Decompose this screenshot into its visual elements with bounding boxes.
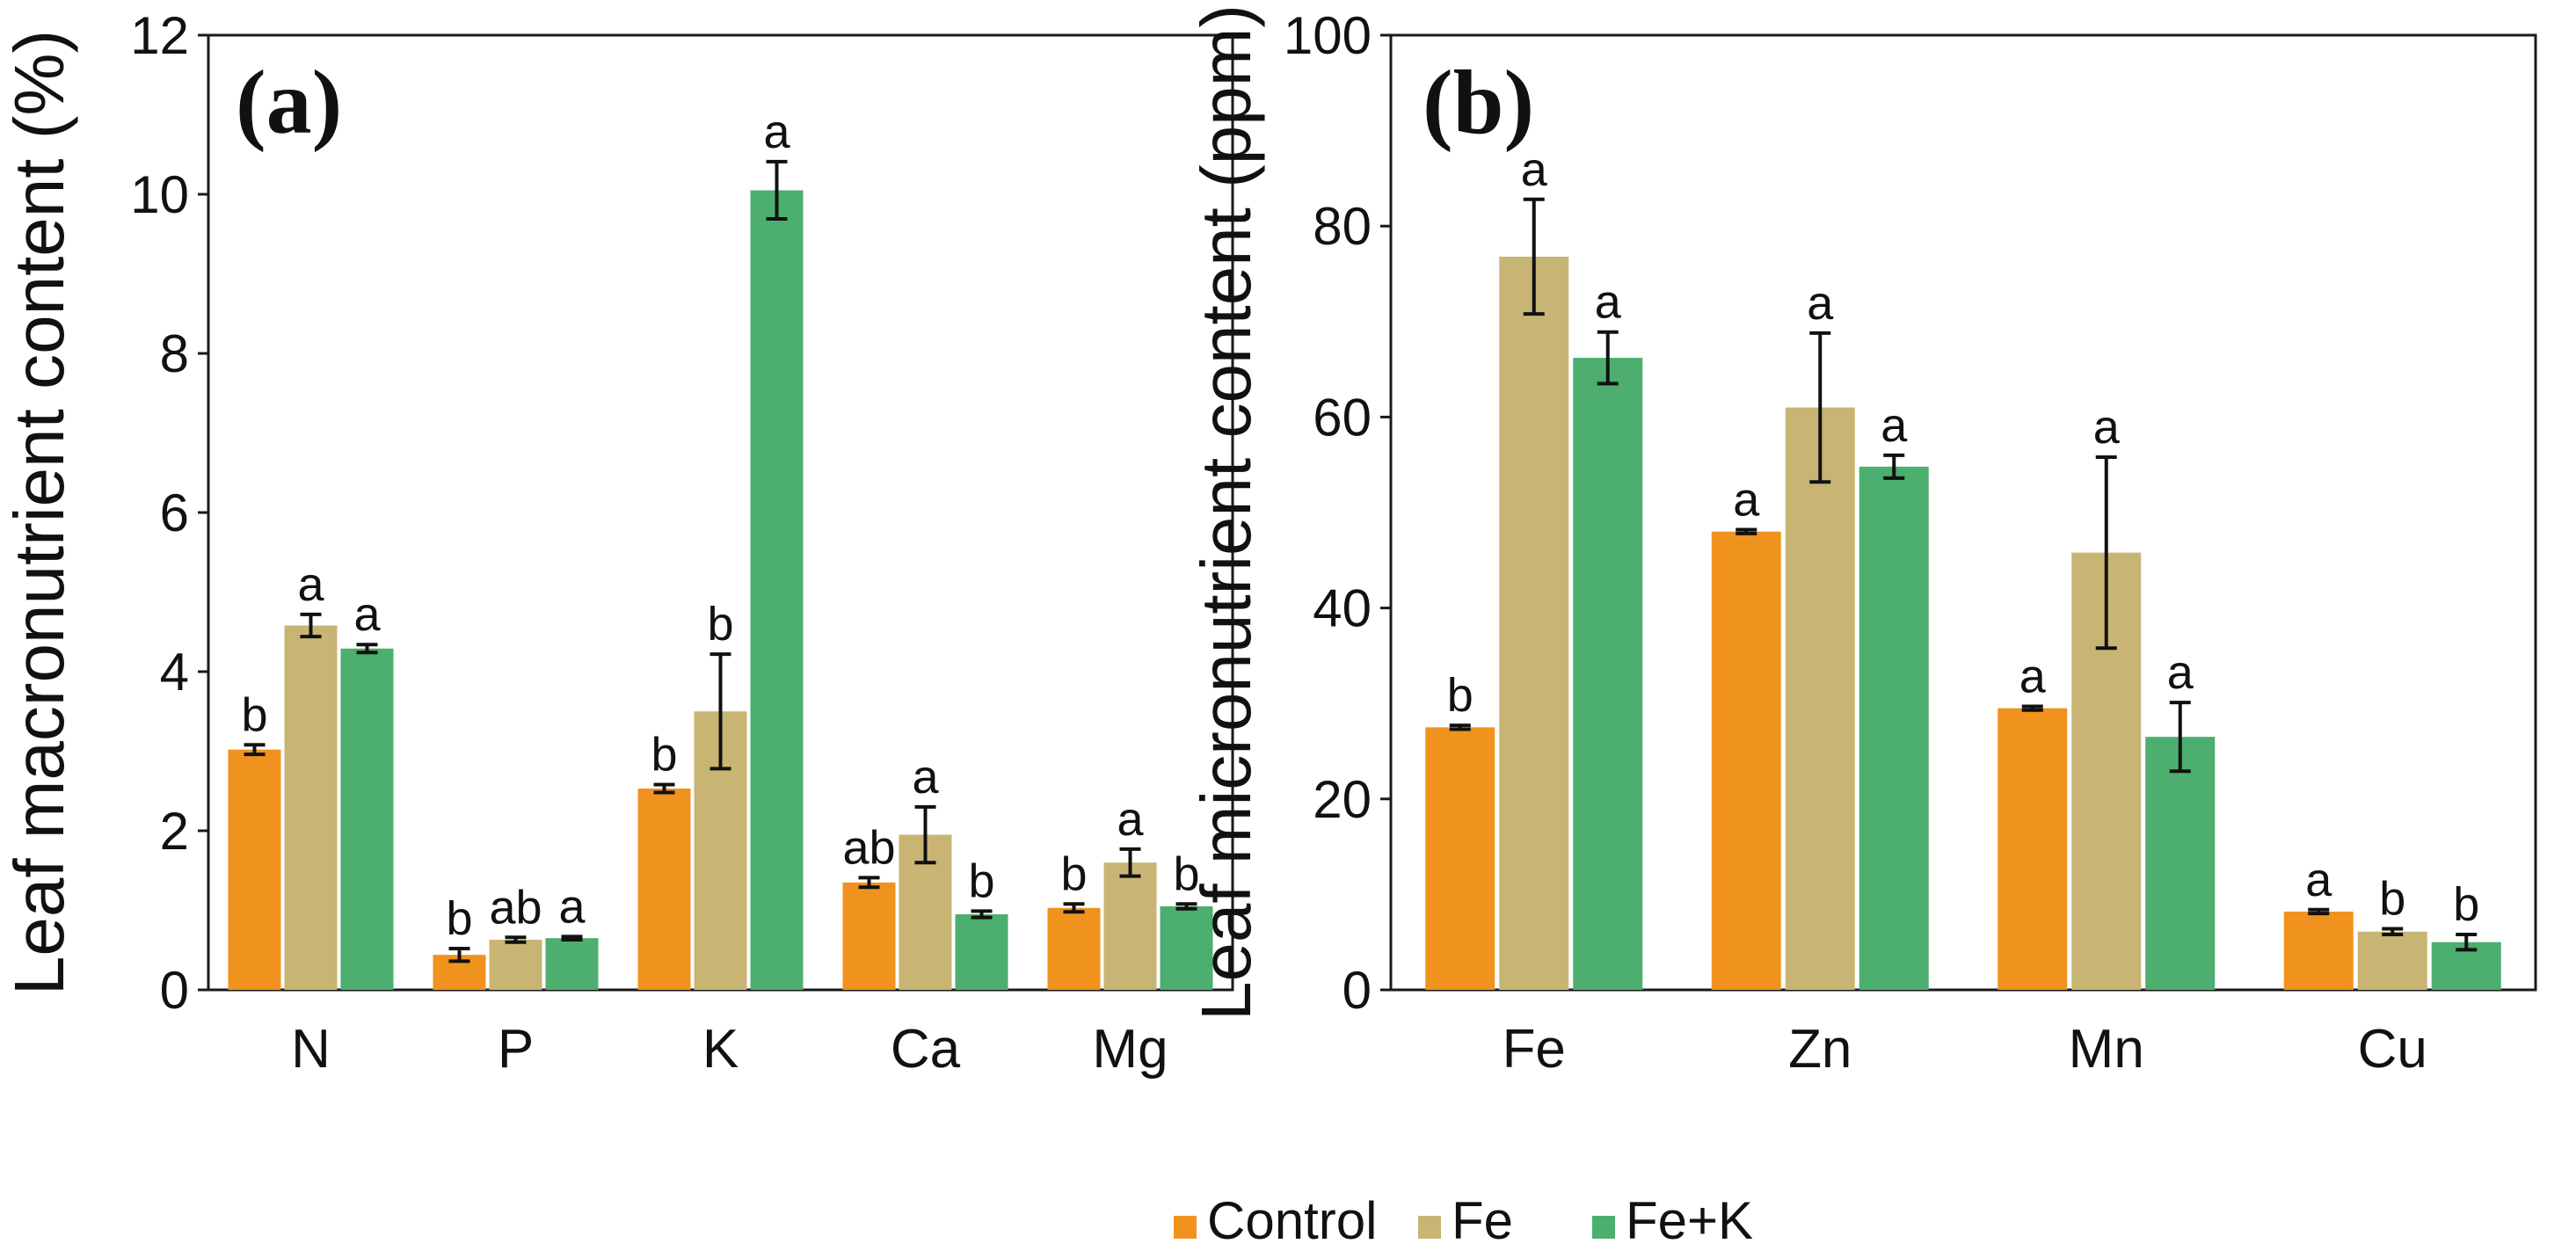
panel-b-y-tick-label: 20 bbox=[1313, 770, 1372, 829]
significance-letter: b bbox=[241, 688, 267, 741]
panel-b-bar-cu-control bbox=[2283, 911, 2354, 990]
panel-b-y-tick-label: 100 bbox=[1284, 6, 1372, 65]
significance-letter: b bbox=[2453, 878, 2479, 931]
panel-a-bar-ca-control bbox=[842, 882, 896, 990]
significance-letter: a bbox=[1117, 793, 1144, 846]
significance-letter: b bbox=[1447, 669, 1474, 722]
significance-letter: b bbox=[1060, 847, 1087, 900]
panel-a-y-tick-label: 0 bbox=[160, 961, 189, 1020]
significance-letter: a bbox=[353, 588, 381, 641]
panel-a-y-tick-label: 2 bbox=[160, 802, 189, 861]
legend: Control Fe Fe+K bbox=[1174, 1191, 1753, 1250]
panel-b-bar-fe-fe bbox=[1499, 256, 1569, 990]
panel-a-x-ticks: N P K Ca Mg bbox=[291, 1019, 1168, 1080]
legend-swatch-control bbox=[1174, 1216, 1197, 1239]
significance-letter: a bbox=[2167, 646, 2194, 699]
panel-a-y-tick-label: 10 bbox=[130, 165, 189, 224]
panel-b-label: (b) bbox=[1423, 52, 1534, 153]
panel-a-bar-mg-control bbox=[1047, 907, 1101, 990]
panel-a-y-tick-label: 6 bbox=[160, 484, 189, 542]
significance-letter: b bbox=[707, 598, 733, 651]
panel-b-bar-mn-fe-plus-k bbox=[2145, 737, 2216, 990]
significance-letter: a bbox=[2019, 650, 2047, 702]
panel-b-bar-fe-fe-plus-k bbox=[1573, 358, 1643, 990]
panel-a-bar-k-fe-plus-k bbox=[750, 190, 804, 991]
legend-swatch-fe bbox=[1418, 1216, 1441, 1239]
legend-swatch-fe-plus-k bbox=[1592, 1216, 1615, 1239]
panel-b-y-tick-label: 40 bbox=[1313, 579, 1372, 638]
panel-b-category-label: Fe bbox=[1503, 1019, 1566, 1080]
panel-b-plot-frame bbox=[1389, 33, 2537, 992]
panel-b-category-label: Cu bbox=[2358, 1019, 2427, 1080]
panel-b-y-axis-label: Leaf micronutrient content (ppm) bbox=[1187, 4, 1265, 1021]
panel-a-bar-p-fe bbox=[489, 939, 542, 990]
panel-b-bar-zn-fe-plus-k bbox=[1859, 466, 1929, 990]
significance-letter: b bbox=[2379, 872, 2405, 925]
panel-a-bar-n-control bbox=[228, 749, 281, 990]
significance-letter: ab bbox=[842, 821, 895, 874]
panel-b-bar-zn-control bbox=[1711, 531, 1781, 990]
significance-letter: a bbox=[763, 105, 790, 158]
panel-a-y-ticks: 0 2 4 6 8 10 12 bbox=[130, 6, 208, 1020]
panel-a-macronutrients: (a) Leaf macronutrient content (%) 0 2 4 6 8… bbox=[0, 6, 1234, 1080]
legend-label: Fe bbox=[1452, 1191, 1513, 1250]
panel-a-bar-p-fe-plus-k bbox=[545, 938, 599, 990]
significance-letter: a bbox=[912, 751, 939, 804]
panel-a-y-axis-label: Leaf macronutrient content (%) bbox=[0, 30, 78, 995]
significance-letter: b bbox=[651, 729, 677, 782]
significance-letter: a bbox=[1881, 399, 1908, 452]
significance-letter: a bbox=[2093, 401, 2121, 454]
panel-a-category-label: K bbox=[702, 1019, 739, 1080]
panel-a-bar-mg-fe bbox=[1103, 862, 1157, 990]
panel-b-bar-mn-control bbox=[1997, 708, 2068, 990]
panel-a-category-label: Mg bbox=[1092, 1019, 1168, 1080]
legend-label: Control bbox=[1207, 1191, 1377, 1250]
panel-a-bar-mg-fe-plus-k bbox=[1160, 905, 1213, 990]
panel-a-bar-ca-fe-plus-k bbox=[955, 914, 1008, 990]
panel-b-bar-zn-fe bbox=[1785, 407, 1855, 990]
significance-letter: a bbox=[1807, 277, 1834, 330]
significance-letter: a bbox=[2305, 854, 2332, 906]
significance-letter: b bbox=[1173, 847, 1199, 900]
significance-letter: b bbox=[968, 854, 994, 907]
panel-b-y-tick-label: 0 bbox=[1343, 961, 1372, 1020]
panel-b-y-ticks: 0 20 40 60 80 100 bbox=[1284, 6, 1391, 1020]
significance-letter: a bbox=[558, 880, 586, 933]
significance-letter: a bbox=[1595, 276, 1622, 329]
significance-letter: a bbox=[1521, 143, 1548, 196]
panel-b-micronutrients: (b) Leaf micronutrient content (ppm) 0 20… bbox=[1187, 4, 2537, 1080]
panel-a-category-label: N bbox=[291, 1019, 331, 1080]
panel-a-bar-n-fe-plus-k bbox=[340, 648, 394, 990]
panel-a-bar-n-fe bbox=[284, 625, 338, 990]
panel-a-label: (a) bbox=[236, 52, 342, 153]
panel-b-category-label: Zn bbox=[1788, 1019, 1852, 1080]
panel-a-category-label: P bbox=[498, 1019, 534, 1080]
panel-a-category-label: Ca bbox=[891, 1019, 961, 1080]
panel-a-y-tick-label: 12 bbox=[130, 6, 189, 65]
panel-b-y-tick-label: 80 bbox=[1313, 197, 1372, 256]
panel-b-x-ticks: Fe Zn Mn Cu bbox=[1503, 1019, 2427, 1080]
panel-a-y-tick-label: 8 bbox=[160, 324, 189, 383]
significance-letter: a bbox=[297, 558, 324, 611]
panel-a-y-tick-label: 4 bbox=[160, 643, 189, 702]
significance-letter: ab bbox=[489, 881, 542, 934]
legend-label: Fe+K bbox=[1626, 1191, 1753, 1250]
panel-b-category-label: Mn bbox=[2069, 1019, 2144, 1080]
panel-b-y-tick-label: 60 bbox=[1313, 388, 1372, 447]
panel-b-bar-cu-fe bbox=[2357, 931, 2427, 990]
panel-a-bar-k-control bbox=[637, 789, 691, 990]
significance-letter: a bbox=[1733, 474, 1760, 527]
significance-letter: b bbox=[446, 892, 472, 945]
panel-b-bar-fe-control bbox=[1425, 727, 1495, 990]
